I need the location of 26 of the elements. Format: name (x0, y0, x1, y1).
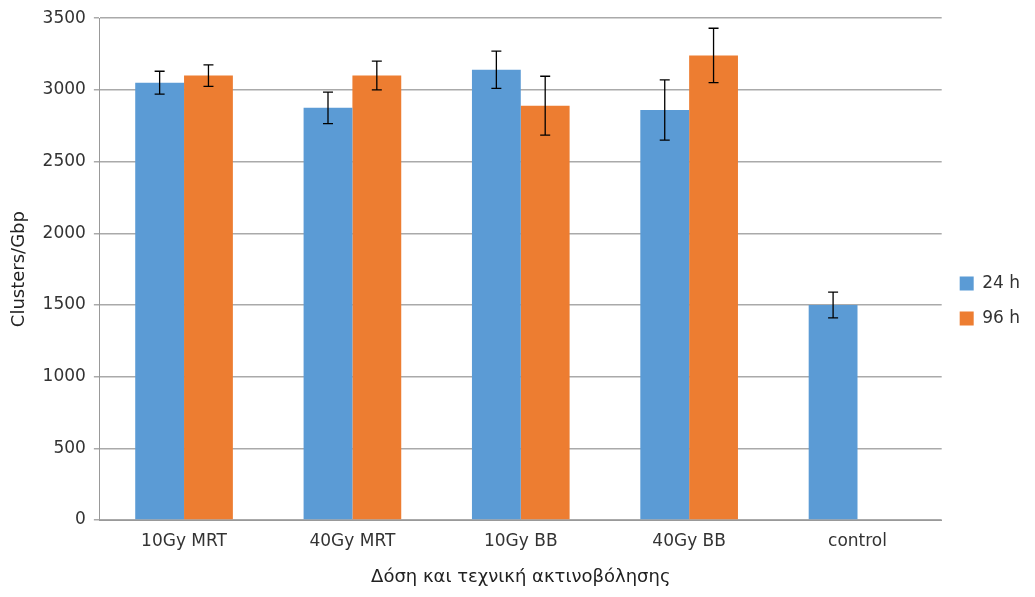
bar (689, 55, 738, 520)
x-tick-label: control (828, 529, 887, 550)
legend-label: 24 h (982, 271, 1020, 292)
bar (471, 69, 521, 520)
bar (135, 82, 185, 520)
bar (352, 75, 402, 520)
bar (303, 107, 353, 520)
y-tick-label: 2000 (42, 221, 86, 242)
x-tick-label: 10Gy MRT (141, 529, 228, 550)
y-tick-label: 1000 (42, 365, 86, 386)
legend-label: 96 h (982, 306, 1020, 327)
bar (808, 304, 858, 520)
y-tick-label: 500 (53, 436, 86, 457)
x-axis-title: Δόση και τεχνική ακτινοβόλησης (371, 564, 671, 586)
y-axis-title: Clusters/Gbp (7, 211, 29, 328)
y-tick-label: 3000 (42, 78, 86, 99)
y-tick-label: 0 (75, 508, 86, 529)
y-tick-label: 2500 (42, 149, 86, 170)
y-tick-label: 3500 (42, 6, 86, 27)
bar (640, 109, 690, 520)
y-tick-label: 1500 (42, 293, 86, 314)
bar (184, 75, 233, 520)
bar (520, 105, 570, 520)
x-tick-label: 40Gy MRT (309, 529, 396, 550)
x-tick-label: 10Gy BB (483, 529, 558, 550)
x-tick-label: 40Gy BB (652, 529, 726, 550)
